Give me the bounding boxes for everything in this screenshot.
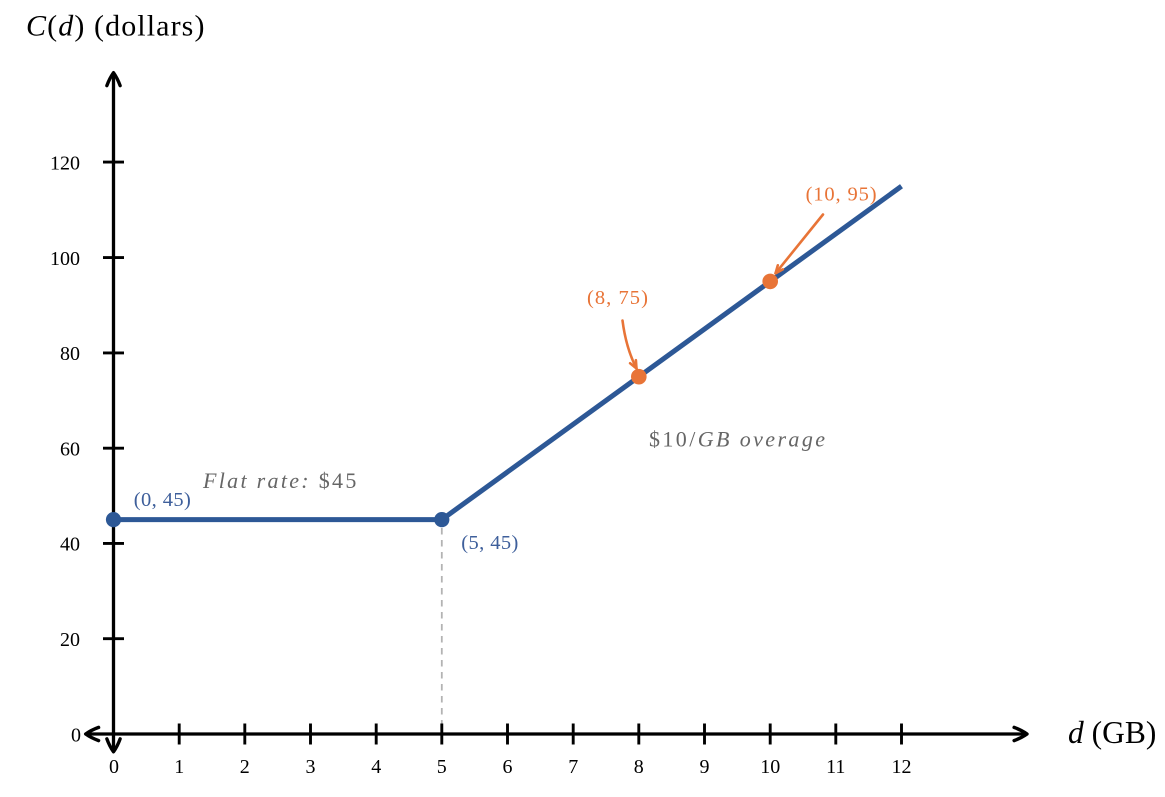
svg-text:Flat rate: $45: Flat rate: $45 (202, 468, 359, 493)
svg-text:7: 7 (568, 756, 578, 778)
svg-text:40: 40 (60, 534, 80, 556)
svg-text:9: 9 (700, 756, 710, 778)
svg-text:(10, 95): (10, 95) (806, 184, 878, 206)
svg-text:(5, 45): (5, 45) (461, 532, 518, 554)
svg-text:60: 60 (60, 439, 80, 461)
svg-text:20: 20 (60, 629, 80, 651)
svg-text:d (GB): d (GB) (1068, 715, 1156, 750)
svg-text:100: 100 (50, 248, 80, 270)
svg-text:6: 6 (503, 756, 513, 778)
svg-text:(8, 75): (8, 75) (587, 287, 649, 309)
svg-text:8: 8 (634, 756, 644, 778)
svg-text:$10/GB overage: $10/GB overage (649, 427, 827, 452)
svg-text:12: 12 (892, 756, 912, 778)
svg-text:1: 1 (174, 756, 184, 778)
svg-text:C(d) (dollars): C(d) (dollars) (26, 10, 206, 43)
svg-text:0: 0 (109, 756, 119, 778)
svg-text:(0, 45): (0, 45) (134, 489, 191, 511)
svg-text:0: 0 (71, 724, 81, 746)
svg-text:10: 10 (760, 756, 780, 778)
svg-text:3: 3 (306, 756, 316, 778)
svg-text:4: 4 (371, 756, 381, 778)
svg-text:5: 5 (437, 756, 447, 778)
svg-text:11: 11 (826, 756, 845, 778)
svg-text:80: 80 (60, 343, 80, 365)
svg-text:120: 120 (50, 152, 80, 174)
svg-text:2: 2 (240, 756, 250, 778)
